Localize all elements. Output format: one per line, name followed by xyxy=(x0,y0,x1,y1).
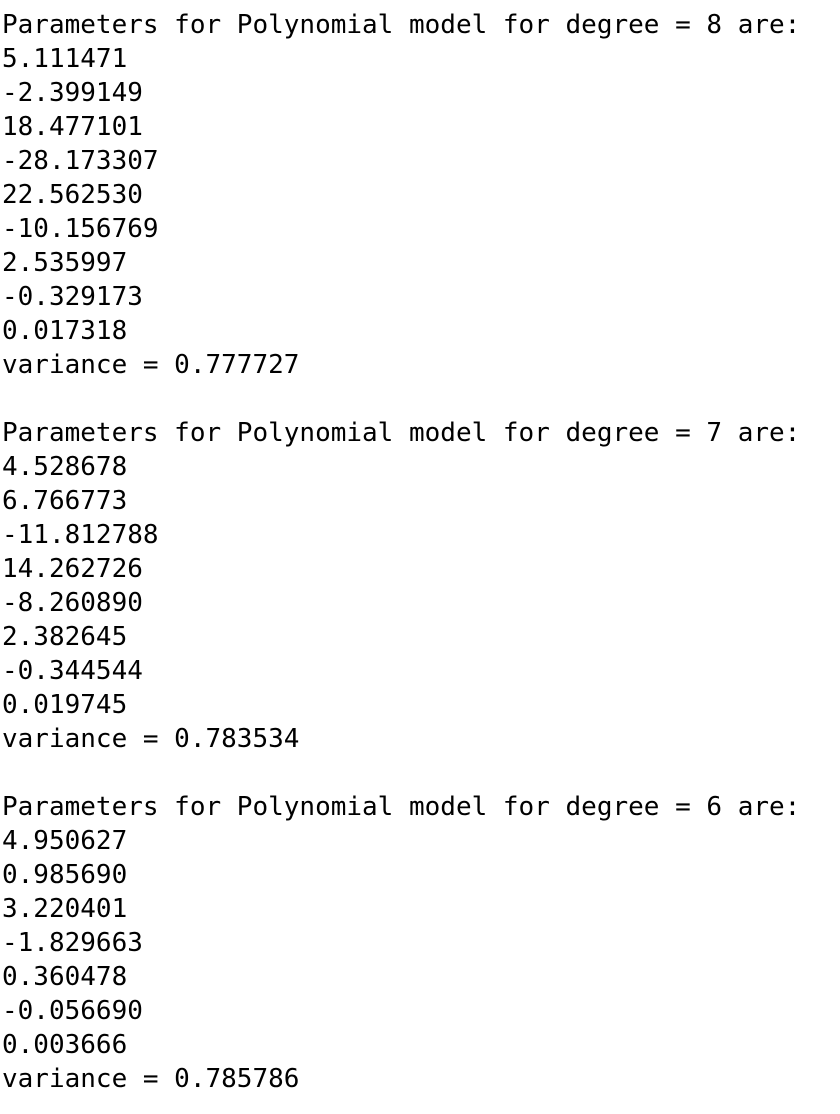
parameter-value: 0.019745 xyxy=(2,690,128,720)
parameter-value: 22.562530 xyxy=(2,180,143,210)
parameter-value: -28.173307 xyxy=(2,146,159,176)
parameter-value: -10.156769 xyxy=(2,214,159,244)
parameter-value: 4.528678 xyxy=(2,452,128,482)
parameter-value: -2.399149 xyxy=(2,78,143,108)
parameter-value: 0.003666 xyxy=(2,1030,128,1060)
parameter-value: 14.262726 xyxy=(2,554,143,584)
parameter-block: Parameters for Polynomial model for degr… xyxy=(2,8,838,416)
variance-line: variance = 0.777727 xyxy=(2,350,300,380)
parameter-value: 0.360478 xyxy=(2,962,128,992)
variance-line: variance = 0.785786 xyxy=(2,1064,300,1094)
parameter-value: 0.985690 xyxy=(2,860,128,890)
parameter-value: 3.220401 xyxy=(2,894,128,924)
blank-line xyxy=(2,756,838,790)
blank-line xyxy=(2,382,838,416)
parameter-value: 2.382645 xyxy=(2,622,128,652)
parameter-value: -1.829663 xyxy=(2,928,143,958)
block-header: Parameters for Polynomial model for degr… xyxy=(2,792,801,822)
parameter-value: -0.329173 xyxy=(2,282,143,312)
parameter-value: 5.111471 xyxy=(2,44,128,74)
parameter-value: -0.344544 xyxy=(2,656,143,686)
block-header: Parameters for Polynomial model for degr… xyxy=(2,418,801,448)
parameter-block: Parameters for Polynomial model for degr… xyxy=(2,416,838,790)
parameter-block: Parameters for Polynomial model for degr… xyxy=(2,790,838,1096)
parameter-value: 4.950627 xyxy=(2,826,128,856)
parameter-value: 2.535997 xyxy=(2,248,128,278)
variance-line: variance = 0.783534 xyxy=(2,724,300,754)
parameter-value: -8.260890 xyxy=(2,588,143,618)
parameter-value: -0.056690 xyxy=(2,996,143,1026)
console-output: Parameters for Polynomial model for degr… xyxy=(2,8,838,1096)
parameter-value: 18.477101 xyxy=(2,112,143,142)
parameter-value: 0.017318 xyxy=(2,316,128,346)
parameter-value: -11.812788 xyxy=(2,520,159,550)
block-header: Parameters for Polynomial model for degr… xyxy=(2,10,801,40)
parameter-value: 6.766773 xyxy=(2,486,128,516)
